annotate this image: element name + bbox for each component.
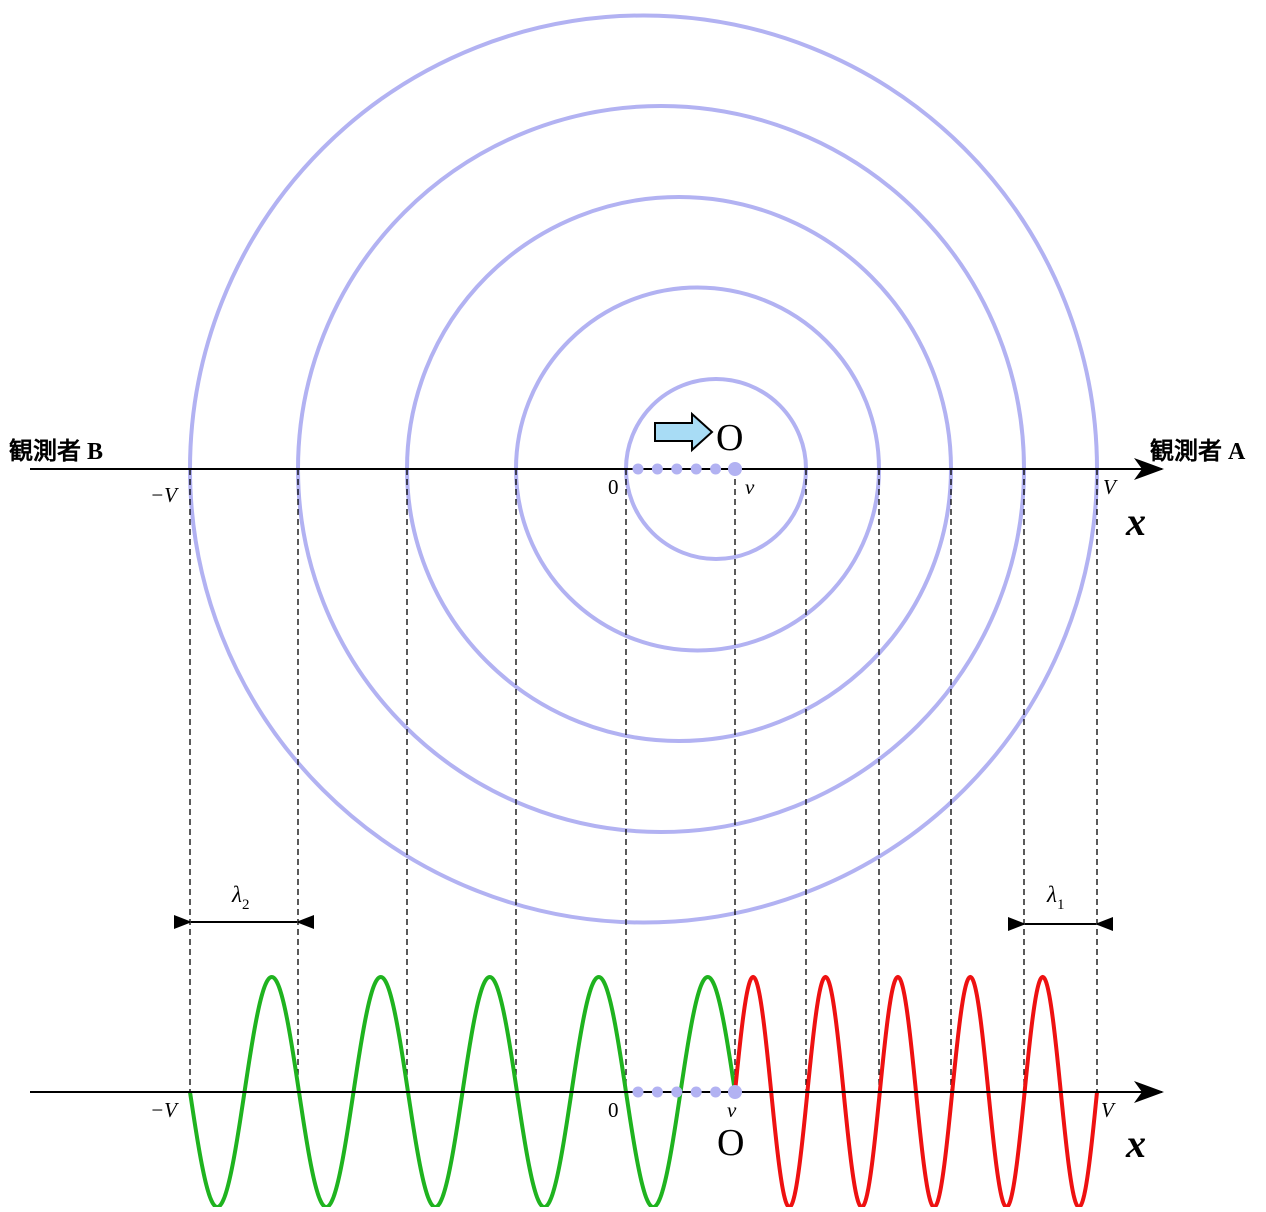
lambda1-symbol: λ xyxy=(1046,882,1057,907)
source-positions-upper xyxy=(632,462,742,476)
source-position-dot xyxy=(671,1086,683,1098)
lambda2-symbol: λ xyxy=(231,882,242,907)
tick-zero-upper: 0 xyxy=(608,475,619,499)
source-position-dot xyxy=(690,1086,702,1098)
tick-v-lower: v xyxy=(727,1098,737,1122)
source-position-dot xyxy=(710,463,722,475)
source-position-dot xyxy=(710,1086,722,1098)
tick-minus-v-lower: −V xyxy=(150,1098,179,1122)
lambda2-subscript: 2 xyxy=(242,897,250,913)
tick-plus-v-lower: V xyxy=(1101,1098,1116,1122)
axis-x-label-upper: x xyxy=(1125,499,1146,544)
source-position-dot xyxy=(671,463,683,475)
source-positions-lower xyxy=(632,1085,742,1099)
source-position-dot xyxy=(728,462,742,476)
source-position-dot xyxy=(632,1086,644,1098)
source-position-dot xyxy=(728,1085,742,1099)
tick-zero-lower: 0 xyxy=(608,1098,619,1122)
source-label-lower: O xyxy=(717,1122,744,1164)
tick-plus-v-upper: V xyxy=(1103,475,1118,499)
source-label-upper: O xyxy=(716,417,743,459)
lambda1-subscript: 1 xyxy=(1057,897,1065,913)
lambda2-label: λ2 xyxy=(231,882,249,913)
tick-minus-v-upper: −V xyxy=(150,483,179,507)
observer-b-label: 観測者 B xyxy=(9,437,103,465)
observer-a-label: 観測者 A xyxy=(1150,437,1246,465)
source-position-dot xyxy=(651,463,663,475)
axis-x-label-lower: x xyxy=(1125,1121,1146,1166)
source-position-dot xyxy=(651,1086,663,1098)
lambda1-label: λ1 xyxy=(1046,882,1064,913)
motion-arrow-icon xyxy=(654,411,714,453)
source-position-dot xyxy=(690,463,702,475)
source-position-dot xyxy=(632,463,644,475)
projection-lines xyxy=(189,469,1098,1092)
tick-v-upper: v xyxy=(745,475,755,499)
